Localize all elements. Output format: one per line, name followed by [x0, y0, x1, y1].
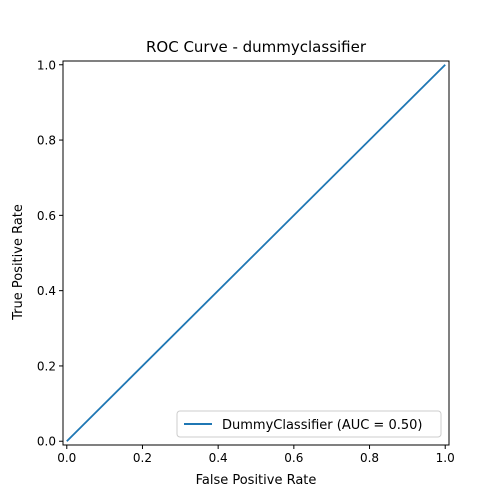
roc-curve-line: [66, 64, 446, 442]
legend-series-label: DummyClassifier (AUC = 0.50): [222, 418, 422, 433]
x-axis-label: False Positive Rate: [196, 473, 317, 488]
x-tick-label: 1.0: [436, 451, 455, 465]
y-axis-label: True Positive Rate: [11, 204, 26, 321]
x-tick-label: 0.2: [133, 451, 152, 465]
y-tick-label: 0.0: [37, 435, 56, 449]
plot-area: 0.0 0.2 0.4 0.6 0.8 1.0 0.0 0.2 0.4 0.6 0.8 1.0: [37, 58, 455, 465]
legend: DummyClassifier (AUC = 0.50): [176, 410, 442, 438]
axes-frame: [62, 60, 450, 446]
x-tick-label: 0.0: [57, 451, 76, 465]
x-tick-label: 0.4: [209, 451, 228, 465]
legend-box: [176, 410, 442, 438]
x-tick-label: 0.6: [284, 451, 303, 465]
y-tick-label: 0.8: [37, 134, 56, 148]
y-tick-label: 0.2: [37, 359, 56, 373]
y-tick-label: 0.6: [37, 209, 56, 223]
x-axis: 0.0 0.2 0.4 0.6 0.8 1.0: [57, 445, 455, 465]
x-tick-label: 0.8: [360, 451, 379, 465]
series-layer: [66, 64, 446, 442]
chart-title: ROC Curve - dummyclassifier: [146, 38, 367, 56]
y-tick-label: 1.0: [37, 58, 56, 72]
y-tick-label: 0.4: [37, 284, 56, 298]
y-axis: 0.0 0.2 0.4 0.6 0.8 1.0: [37, 58, 63, 449]
